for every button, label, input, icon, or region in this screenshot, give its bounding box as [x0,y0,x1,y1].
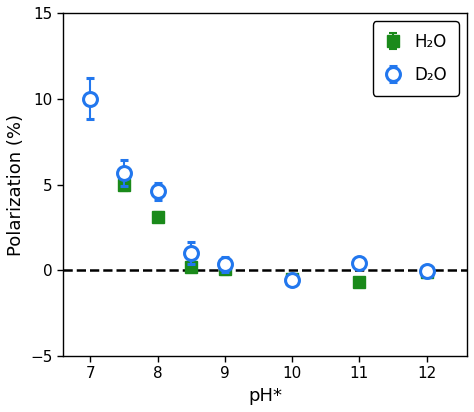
X-axis label: pH*: pH* [248,387,282,405]
Legend: H₂O, D₂O: H₂O, D₂O [373,21,459,96]
Y-axis label: Polarization (%): Polarization (%) [7,114,25,255]
